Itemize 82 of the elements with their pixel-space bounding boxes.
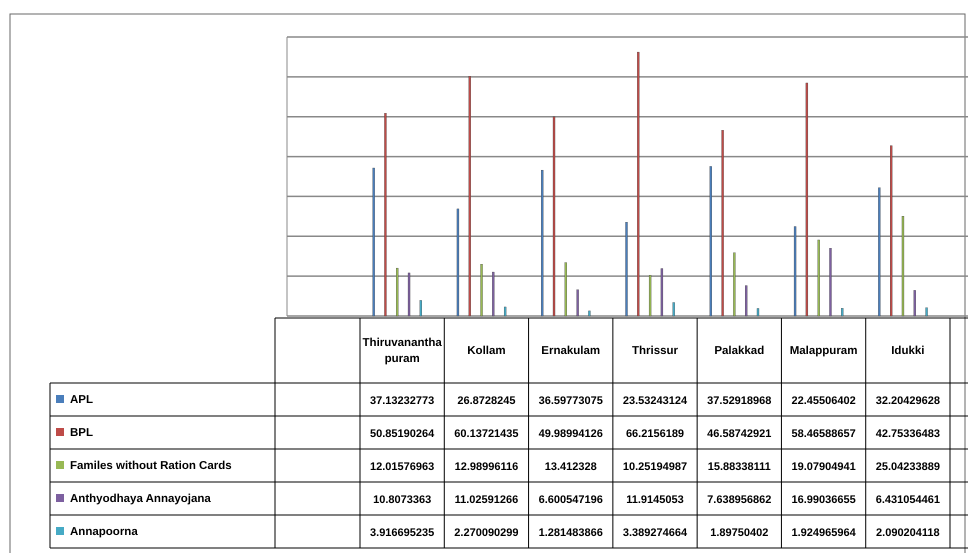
data-label: 49.98994126 bbox=[538, 428, 603, 440]
legend-label: Anthyodhaya Annayojana bbox=[70, 493, 212, 505]
data-label: 19.07904941 bbox=[791, 461, 856, 473]
data-label: 1.924965964 bbox=[791, 527, 857, 539]
data-label: 37.52918968 bbox=[707, 395, 772, 407]
bar bbox=[756, 308, 760, 316]
x-tick-label: Palakkad bbox=[714, 345, 764, 357]
bar bbox=[806, 82, 808, 316]
bar bbox=[902, 216, 904, 316]
data-label: 50.85190264 bbox=[370, 428, 436, 440]
data-label: 66.2156189 bbox=[626, 428, 684, 440]
data-label: 10.8073363 bbox=[373, 494, 432, 506]
data-label: 1.281483866 bbox=[538, 527, 603, 539]
bar bbox=[925, 308, 928, 316]
bar bbox=[541, 170, 544, 316]
x-tick-label: Ernakulam bbox=[541, 345, 600, 357]
bar bbox=[552, 116, 556, 316]
data-label: 15.88338111 bbox=[708, 461, 771, 473]
bar bbox=[396, 268, 398, 316]
bar bbox=[710, 166, 712, 316]
data-label: 37.13232773 bbox=[370, 395, 434, 407]
data-label: 11.02591266 bbox=[454, 494, 518, 506]
data-label: 46.58742921 bbox=[707, 428, 772, 440]
bar bbox=[721, 130, 724, 316]
bar bbox=[829, 248, 832, 316]
bar bbox=[372, 168, 375, 316]
data-label: 25.04233889 bbox=[876, 461, 940, 473]
bar bbox=[625, 222, 628, 316]
data-label: 1.89750402 bbox=[710, 527, 768, 539]
bar bbox=[660, 268, 664, 316]
data-label: 2.090204118 bbox=[876, 527, 940, 539]
data-label: 12.01576963 bbox=[370, 461, 434, 473]
data-label: 3.916695235 bbox=[370, 527, 434, 539]
x-tick-label: Idukki bbox=[891, 345, 924, 357]
bar bbox=[576, 290, 579, 316]
data-label: 13.412328 bbox=[544, 461, 597, 473]
x-tick-label: Kollam bbox=[467, 345, 506, 357]
bar bbox=[588, 310, 591, 316]
bar bbox=[384, 113, 387, 316]
bar bbox=[733, 252, 736, 316]
bar bbox=[818, 240, 820, 316]
legend-label: Annapoorna bbox=[70, 526, 138, 538]
bar bbox=[420, 300, 422, 316]
bar bbox=[637, 52, 640, 316]
data-label: 36.59773075 bbox=[538, 395, 603, 407]
data-label: 23.53243124 bbox=[622, 395, 688, 407]
data-label: 26.8728245 bbox=[457, 395, 516, 407]
bar bbox=[468, 76, 471, 316]
legend-label: BPL bbox=[70, 427, 93, 439]
bar bbox=[504, 306, 506, 316]
data-label: 10.25194987 bbox=[622, 461, 688, 473]
data-label: 11.9145053 bbox=[626, 494, 684, 506]
bar bbox=[456, 208, 460, 316]
data-label: 7.638956862 bbox=[707, 494, 772, 506]
data-label: 58.46588657 bbox=[791, 428, 856, 440]
bar bbox=[841, 308, 844, 316]
bar bbox=[408, 272, 410, 316]
bar bbox=[745, 285, 748, 316]
data-label: 6.600547196 bbox=[538, 494, 603, 506]
data-label: 3.389274664 bbox=[622, 527, 688, 539]
data-label: 60.13721435 bbox=[454, 428, 519, 440]
legend-label: Familes without Ration Cards bbox=[70, 460, 232, 472]
bar bbox=[648, 274, 652, 316]
bar bbox=[878, 187, 881, 316]
data-label: 16.99036655 bbox=[791, 494, 856, 506]
x-tick-label: Thiruvananthapuram bbox=[362, 337, 442, 365]
legend-label: APL bbox=[70, 394, 93, 406]
data-label: 2.270090299 bbox=[454, 527, 519, 539]
bar bbox=[564, 262, 567, 316]
data-label: 6.431054461 bbox=[876, 494, 940, 506]
bar bbox=[794, 226, 796, 316]
bar bbox=[914, 290, 916, 316]
data-label: 42.75336483 bbox=[876, 428, 940, 440]
data-label: 32.20429628 bbox=[876, 395, 940, 407]
bar bbox=[492, 272, 494, 316]
x-tick-label: Thrissur bbox=[632, 345, 679, 357]
bar bbox=[480, 264, 483, 316]
data-label: 12.98996116 bbox=[454, 461, 518, 473]
bar bbox=[672, 302, 675, 316]
x-tick-label: Malappuram bbox=[790, 345, 858, 357]
bar bbox=[890, 145, 892, 316]
data-label: 22.45506402 bbox=[791, 395, 856, 407]
